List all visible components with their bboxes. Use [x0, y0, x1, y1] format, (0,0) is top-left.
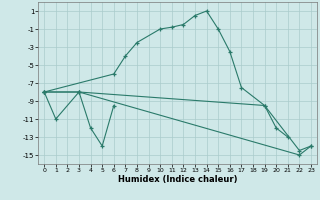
- X-axis label: Humidex (Indice chaleur): Humidex (Indice chaleur): [118, 175, 237, 184]
